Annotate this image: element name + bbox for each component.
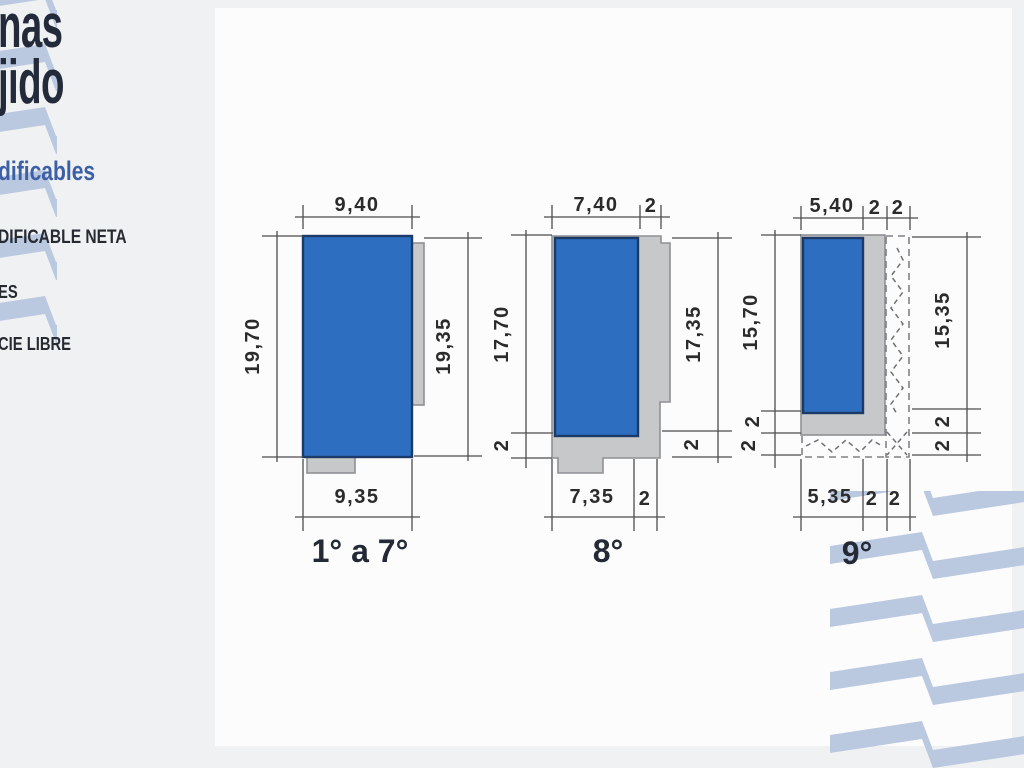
buildable-area-shape xyxy=(801,236,865,415)
dim-bottom xyxy=(544,459,665,531)
dim-left xyxy=(262,231,303,462)
dim-bottom xyxy=(793,459,916,531)
dim-right xyxy=(414,232,482,461)
dim-label: 5,40 xyxy=(810,195,855,217)
plan-floor-9: 5,40 2 2 15,70 2 2 15,35 2 2 5,35 2 2 9° xyxy=(738,195,981,571)
bottom-tab-shape xyxy=(306,456,356,474)
dim-top xyxy=(544,205,670,229)
buildable-area-shape xyxy=(301,234,414,459)
floor-label: 1° a 7° xyxy=(312,533,409,569)
subheading-fragment: dificables xyxy=(0,156,96,186)
dim-label: 7,40 xyxy=(574,194,619,216)
break-line-vertical xyxy=(890,247,904,415)
floor-label: 9° xyxy=(842,535,873,571)
legend-item-fragment: CIE LIBRE xyxy=(0,334,71,354)
dim-label: 15,35 xyxy=(932,291,954,349)
dim-right xyxy=(662,232,732,463)
plan-floors-1-7: 9,40 19,70 19,35 9,35 1° a 7° xyxy=(242,194,482,569)
dim-label: 5,35 xyxy=(808,486,853,508)
legend-item-fragment: DIFICABLE NETA xyxy=(0,227,127,248)
break-line-horizontal xyxy=(805,439,883,454)
dim-label: 2 xyxy=(738,439,760,452)
setback-dashed-strip xyxy=(885,235,910,458)
dim-label: 2 xyxy=(639,488,652,510)
dim-label: 7,35 xyxy=(570,486,615,508)
dim-label: 2 xyxy=(869,197,882,219)
dim-label: 2 xyxy=(645,195,658,217)
dim-top xyxy=(295,205,420,229)
buildable-area-shape xyxy=(553,236,640,438)
setback-dashed-strip-bottom xyxy=(801,436,886,458)
dim-label: 2 xyxy=(892,197,905,219)
dim-label: 9,40 xyxy=(335,194,380,216)
dim-label: 2 xyxy=(681,438,703,451)
heading-fragment: jido xyxy=(0,48,64,117)
legend-item-fragment: ES xyxy=(0,282,18,302)
dim-label: 2 xyxy=(491,439,513,452)
dim-label: 19,70 xyxy=(242,317,264,375)
dim-right xyxy=(912,232,981,462)
floor-label: 8° xyxy=(593,533,624,569)
side-ledge-shape xyxy=(411,242,425,406)
dim-label: 9,35 xyxy=(335,486,380,508)
dim-label: 2 xyxy=(889,488,902,510)
plan-floor-8: 7,40 2 17,70 2 17,35 2 7,35 2 8° xyxy=(491,194,732,569)
dim-label: 15,70 xyxy=(740,293,762,351)
dim-label: 2 xyxy=(866,488,879,510)
dim-left xyxy=(511,230,553,468)
dim-left xyxy=(761,230,801,468)
dim-label: 2 xyxy=(932,415,954,428)
dim-label: 17,70 xyxy=(491,305,513,363)
sidebar: nas jido dificables DIFICABLE NETA ES CI… xyxy=(0,0,213,768)
dim-label: 17,35 xyxy=(683,305,705,363)
dim-top xyxy=(793,206,918,230)
dim-label: 19,35 xyxy=(433,317,455,375)
dim-bottom xyxy=(295,459,420,531)
dim-label: 2 xyxy=(932,439,954,452)
heading-fragment: nas xyxy=(0,0,63,61)
dim-label: 2 xyxy=(742,415,764,428)
